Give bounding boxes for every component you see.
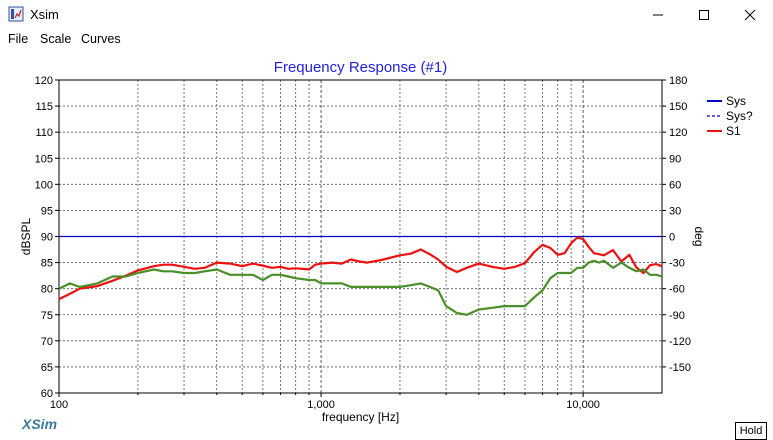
app-icon xyxy=(8,6,24,22)
y-left-tick-label: 100 xyxy=(35,179,53,191)
x-tick-label: 10,000 xyxy=(566,399,600,411)
y-left-tick-label: 75 xyxy=(41,310,53,322)
y-right-tick-label: -150 xyxy=(669,362,691,374)
x-tick-label: 100 xyxy=(50,399,68,411)
minimize-button[interactable] xyxy=(635,0,681,30)
xsim-logo: XSim xyxy=(22,416,58,432)
y-right-tick-label: 120 xyxy=(669,127,687,139)
menu-scale[interactable]: Scale xyxy=(40,32,72,46)
y-left-axis-label: dBSPL xyxy=(19,217,33,255)
close-icon xyxy=(744,9,756,21)
series-line-phase xyxy=(58,259,663,316)
close-button[interactable] xyxy=(727,0,773,30)
menu-file[interactable]: File xyxy=(8,32,29,46)
legend-label: Sys xyxy=(726,94,746,108)
window-title: Xsim xyxy=(30,7,59,22)
legend-label: Sys? xyxy=(726,109,753,123)
maximize-button[interactable] xyxy=(681,0,727,30)
y-right-tick-label: -30 xyxy=(669,258,685,270)
maximize-icon xyxy=(699,10,709,20)
series-line-s1 xyxy=(58,236,663,301)
y-left-tick-label: 85 xyxy=(41,258,53,270)
y-left-tick-label: 110 xyxy=(35,127,53,139)
y-right-tick-label: 60 xyxy=(669,179,681,191)
y-right-tick-label: -90 xyxy=(669,310,685,322)
y-left-tick-label: 80 xyxy=(41,284,53,296)
y-right-tick-label: 90 xyxy=(669,153,681,165)
title-bar: Xsim xyxy=(0,0,773,30)
minimize-icon xyxy=(653,14,663,16)
y-right-tick-label: 150 xyxy=(669,101,687,113)
chart-title: Frequency Response (#1) xyxy=(274,59,447,76)
y-left-tick-label: 90 xyxy=(41,232,53,244)
y-left-tick-label: 115 xyxy=(35,101,53,113)
menu-bar: File Scale Curves xyxy=(0,30,773,50)
y-left-tick-label: 70 xyxy=(41,336,53,348)
legend-label: S1 xyxy=(726,124,741,138)
y-left-tick-label: 120 xyxy=(35,75,53,87)
menu-curves[interactable]: Curves xyxy=(81,32,121,46)
y-right-tick-label: 30 xyxy=(669,205,681,217)
y-right-tick-label: 0 xyxy=(669,232,675,244)
y-left-tick-label: 65 xyxy=(41,362,53,374)
frequency-response-chart: 60 65 70 75 80 85 90 95 100 105 110 115 120 -150 -120 -… xyxy=(19,59,753,424)
y-right-axis-label: deg xyxy=(692,226,706,246)
y-left-tick-label: 60 xyxy=(41,388,53,400)
x-axis-label: frequency [Hz] xyxy=(322,410,399,424)
hold-button[interactable]: Hold xyxy=(735,422,767,440)
y-right-tick-label: -60 xyxy=(669,284,685,296)
y-right-tick-label: -120 xyxy=(669,336,691,348)
y-right-tick-label: 180 xyxy=(669,75,687,87)
y-left-tick-label: 95 xyxy=(41,205,53,217)
x-tick-label: 1,000 xyxy=(307,399,335,411)
y-left-tick-label: 105 xyxy=(35,153,53,165)
